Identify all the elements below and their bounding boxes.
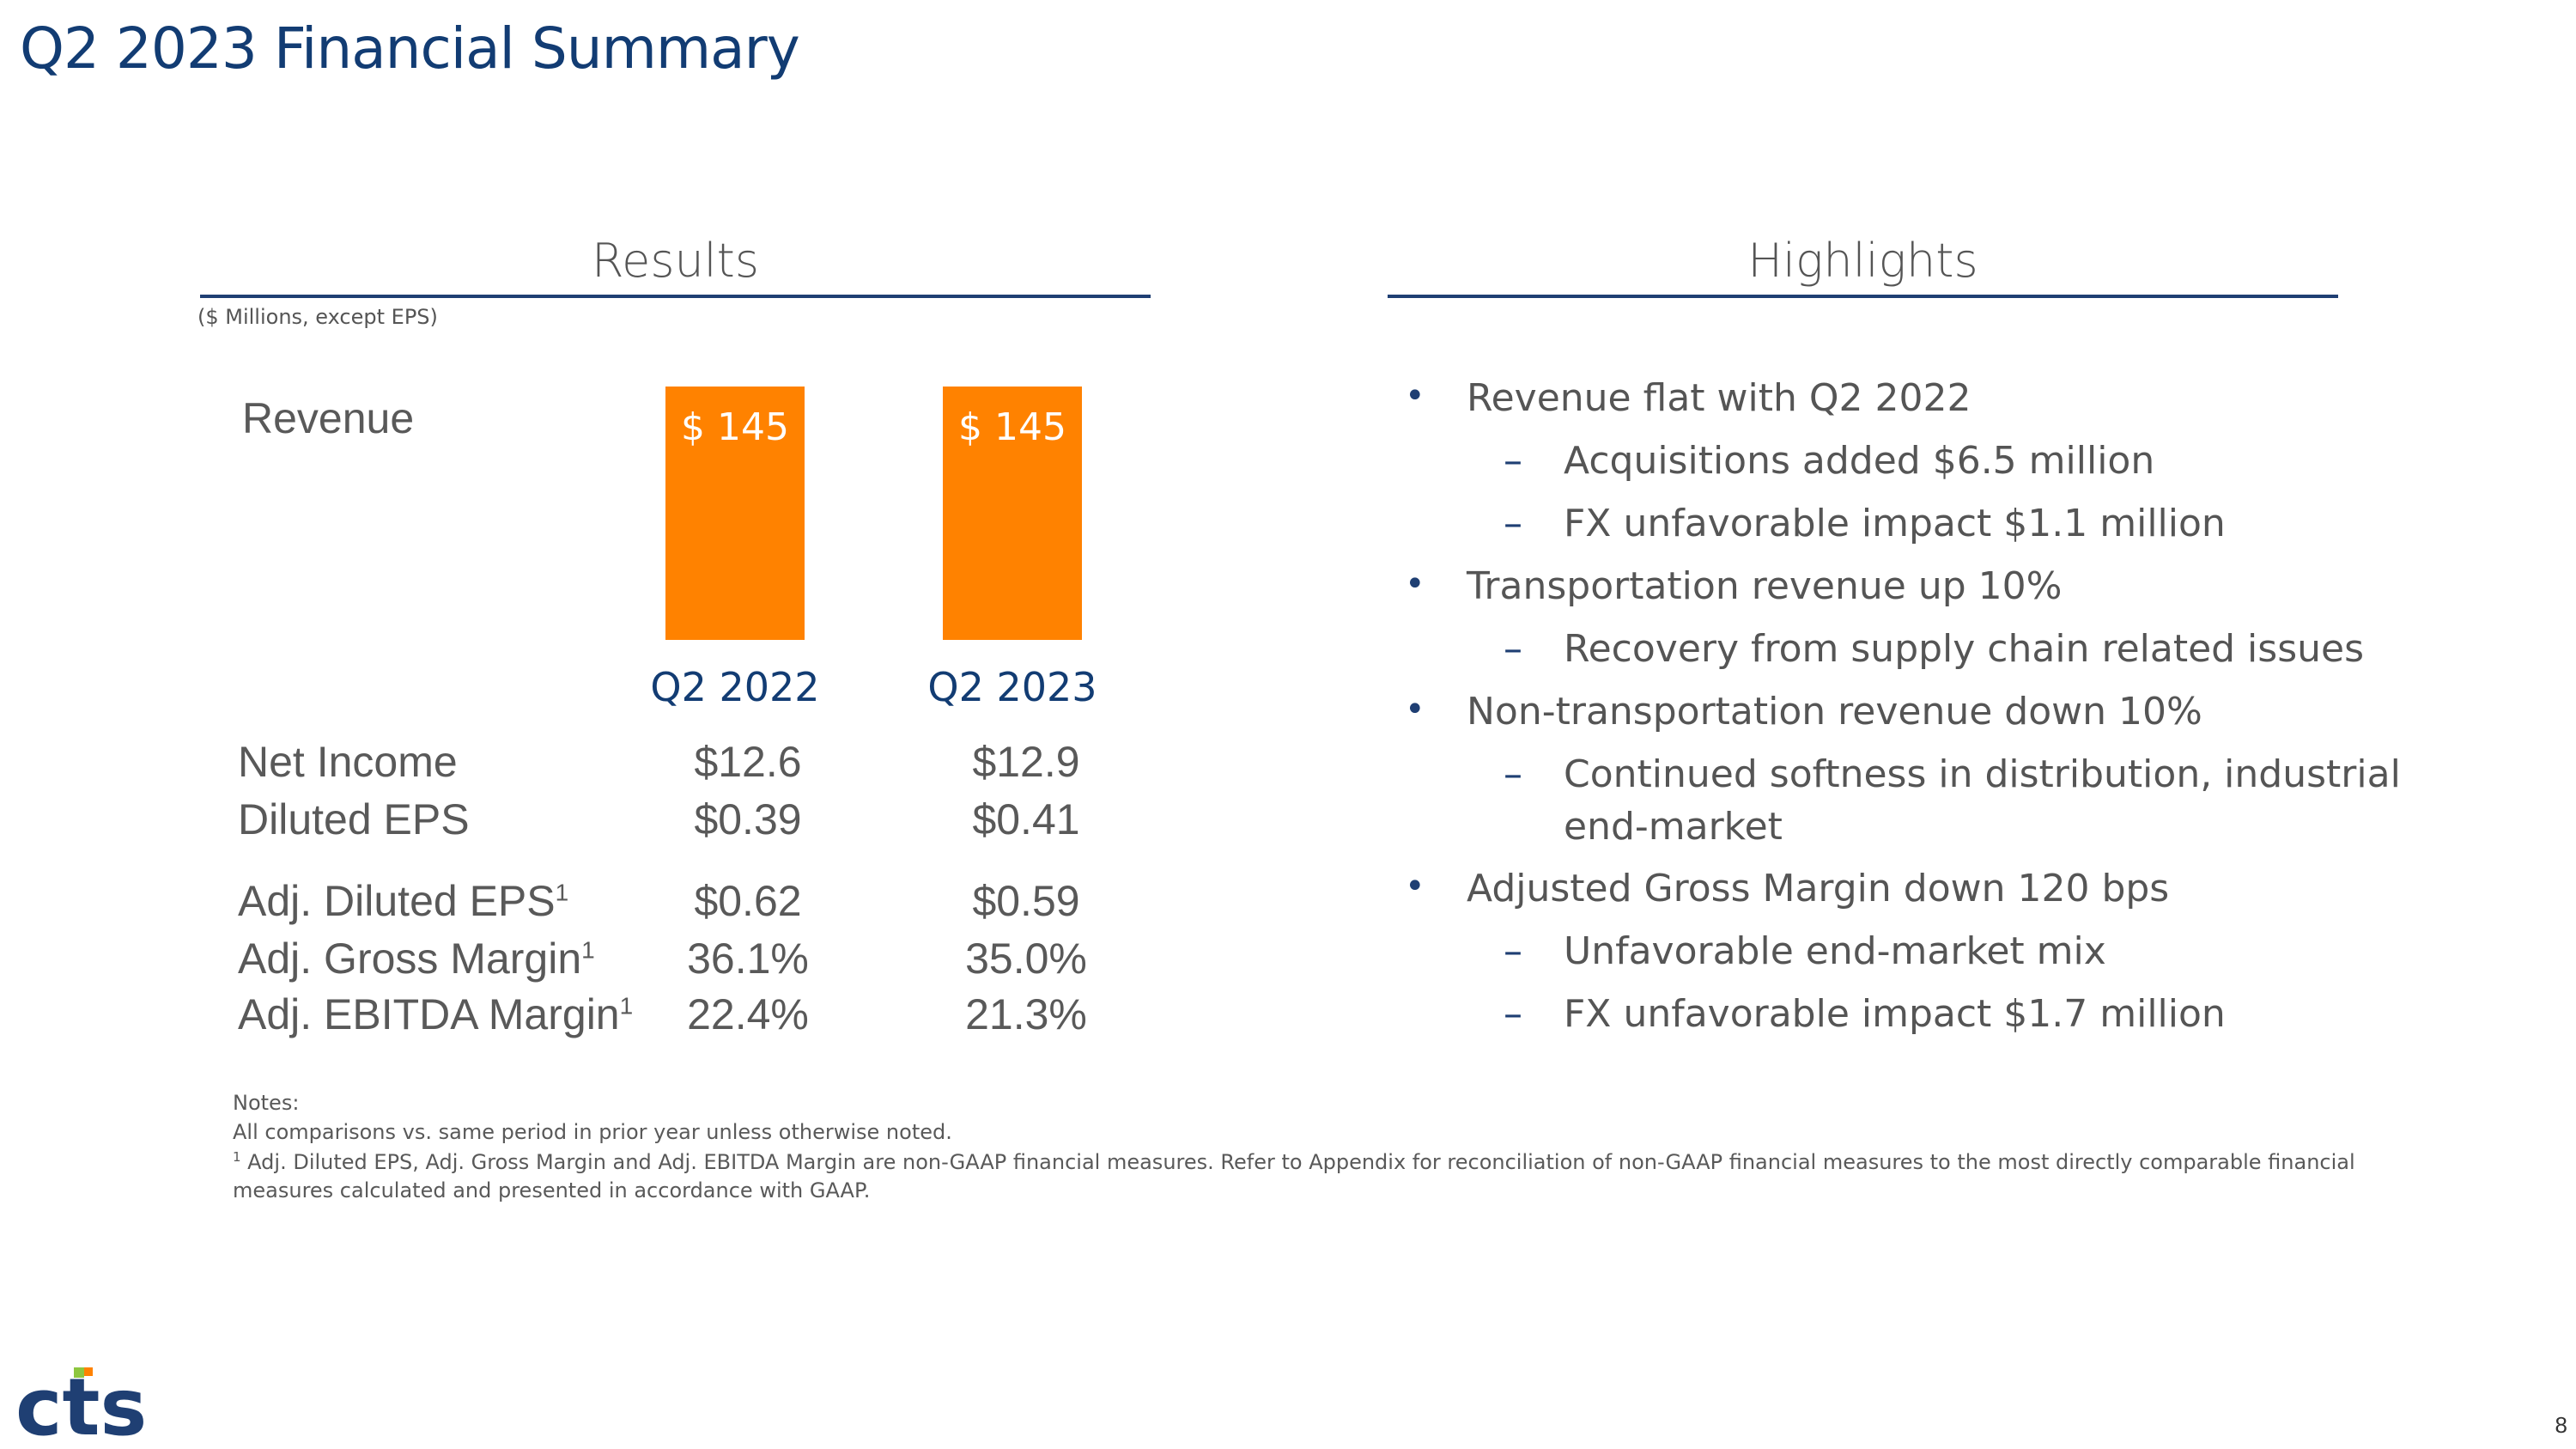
metric-value-q2-2023: $0.41 [972,795,1080,843]
bullet-marker: • [1405,564,1425,604]
highlight-sub-bullet: – Recovery from supply chain related issu… [1504,627,2365,671]
highlights-header: Highlights [1747,234,1978,288]
highlight-bullet: • Transportation revenue up 10% [1405,564,2063,608]
metric-value-q2-2023: 21.3% [965,990,1087,1038]
dash-marker: – [1504,439,1522,483]
highlight-sub-bullet: – Continued softness in distribution, ind… [1504,752,2401,796]
metric-value-q2-2023: $0.59 [972,877,1080,925]
cts-logo: cts [15,1361,153,1449]
metric-value-q2-2022: $0.39 [694,795,802,843]
highlight-text: Recovery from supply chain related issue… [1564,627,2365,671]
bar-category-label: Q2 2022 [650,664,820,710]
page-number: 8 [2555,1412,2567,1438]
highlight-sub-bullet: – Acquisitions added $6.5 million [1504,439,2155,483]
metric-label-text: Diluted EPS [238,795,470,843]
units-note: ($ Millions, except EPS) [197,305,438,329]
highlight-text: Revenue flat with Q2 2022 [1467,376,1971,420]
page-title: Q2 2023 Financial Summary [20,15,800,82]
highlight-text: Transportation revenue up 10% [1467,564,2063,608]
highlight-bullet: • Revenue flat with Q2 2022 [1405,376,1971,420]
metric-label: Net Income [238,737,458,787]
highlight-sub-bullet: end-market [1564,805,1783,849]
highlight-text: FX unfavorable impact $1.7 million [1564,992,2226,1036]
dash-marker: – [1504,992,1522,1036]
footnote-marker: 1 [233,1149,241,1165]
footnote-marker: 1 [581,936,595,964]
highlight-text: FX unfavorable impact $1.1 million [1564,502,2226,545]
highlight-bullet: • Non-transportation revenue down 10% [1405,690,2202,734]
bullet-marker: • [1405,376,1425,416]
metric-value-q2-2023: 35.0% [965,935,1087,983]
notes-line-3: measures calculated and presented in acc… [233,1178,871,1202]
notes-line-1: All comparisons vs. same period in prior… [233,1120,952,1144]
metric-label: Adj. Diluted EPS1 [238,876,568,926]
highlight-text: Unfavorable end-market mix [1564,929,2106,973]
metric-label-text: Adj. Gross Margin [238,935,582,983]
bullet-marker: • [1405,690,1425,729]
dash-marker: – [1504,502,1522,545]
metric-label-text: Net Income [238,738,458,786]
dash-marker: – [1504,929,1522,973]
bullet-marker: • [1405,867,1425,906]
metric-label-text: Adj. EBITDA Margin [238,990,620,1038]
highlights-divider [1388,295,2338,298]
bar-data-label: $ 145 [681,405,789,449]
metric-value-q2-2022: $0.62 [694,877,802,925]
highlight-text: Adjusted Gross Margin down 120 bps [1467,867,2170,910]
cts-logo-mark: cts [15,1361,147,1449]
metric-value-q2-2023: $12.9 [972,738,1080,786]
footnote-marker: 1 [555,879,569,906]
notes-line-2: 1 Adj. Diluted EPS, Adj. Gross Margin an… [233,1149,2355,1174]
highlight-bullet: • Adjusted Gross Margin down 120 bps [1405,867,2170,910]
metric-label: Adj. EBITDA Margin1 [238,989,633,1039]
metric-label: Diluted EPS [238,795,470,844]
bar-category-label: Q2 2023 [927,664,1097,710]
notes-line-2-text: Adj. Diluted EPS, Adj. Gross Margin and … [240,1150,2355,1174]
results-header: Results [592,234,759,288]
dash-marker: – [1504,627,1522,671]
highlight-text: Acquisitions added $6.5 million [1564,439,2155,483]
metric-label-text: Adj. Diluted EPS [238,877,556,925]
highlight-text: end-market [1564,805,1783,849]
highlight-sub-bullet: – FX unfavorable impact $1.7 million [1504,992,2226,1036]
revenue-label: Revenue [242,394,415,442]
metric-label: Adj. Gross Margin1 [238,934,595,983]
bar-data-label: $ 145 [958,405,1066,449]
highlight-sub-bullet: – FX unfavorable impact $1.1 million [1504,502,2226,545]
metric-value-q2-2022: 22.4% [687,990,809,1038]
metric-value-q2-2022: 36.1% [687,935,809,983]
highlight-text: Non-transportation revenue down 10% [1467,690,2202,734]
notes-heading: Notes: [233,1091,300,1115]
revenue-bar [943,387,1082,640]
results-divider [200,295,1151,298]
metric-value-q2-2022: $12.6 [694,738,802,786]
revenue-bar [665,387,805,640]
highlight-text: Continued softness in distribution, indu… [1564,752,2401,796]
revenue-bar-chart: $ 145 Q2 2022 $ 145 Q2 2023 [635,378,1151,721]
highlight-sub-bullet: – Unfavorable end-market mix [1504,929,2106,973]
footnote-marker: 1 [619,992,634,1020]
dash-marker: – [1504,752,1522,796]
logo-accent-orange [84,1367,93,1376]
logo-accent-green [74,1367,84,1378]
